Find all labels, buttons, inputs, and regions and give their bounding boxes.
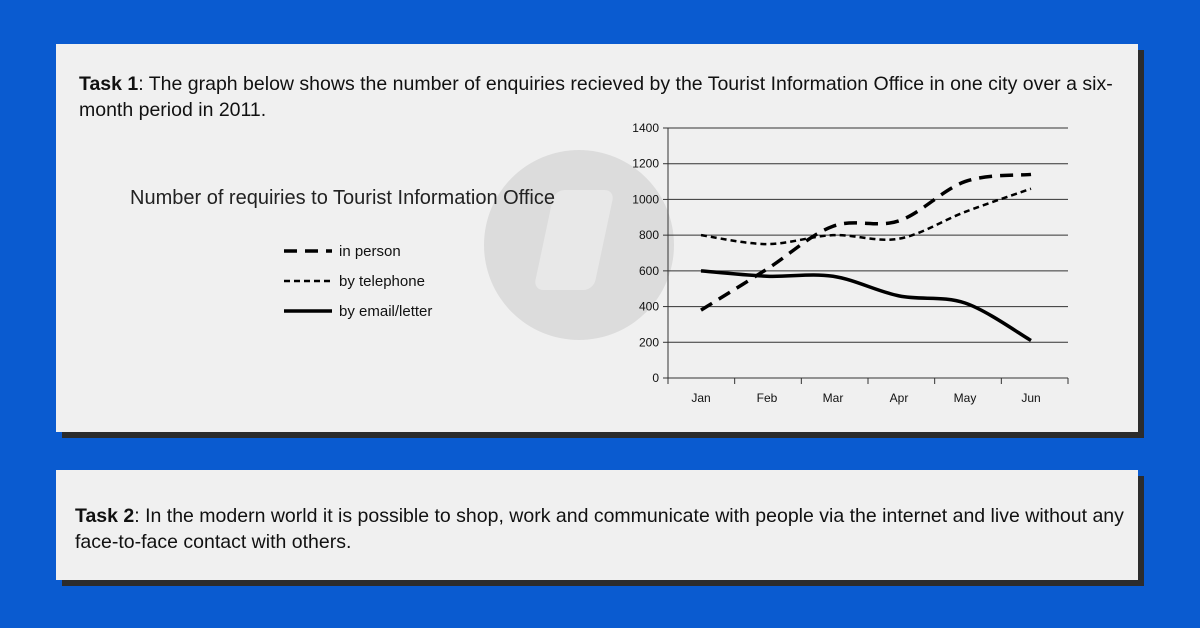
y-tick-label: 200 [639,335,659,349]
task2-card: Task 2: In the modern world it is possib… [56,470,1138,580]
task2-label: Task 2 [75,505,135,527]
task1-card: Task 1: The graph below shows the number… [56,44,1138,432]
chart-title: Number of requiries to Tourist Informati… [130,187,555,209]
x-tick-label: Apr [890,391,909,405]
series-line-by-email-letter [700,269,1032,343]
task2-prompt: Task 2: In the modern world it is possib… [75,503,1125,555]
x-tick-label: May [954,391,977,405]
x-tick-label: Feb [757,391,778,405]
y-tick-label: 1200 [632,157,659,171]
y-tick-label: 0 [652,371,659,385]
watermark-logo [484,150,674,340]
task1-text: : The graph below shows the number of en… [79,73,1113,121]
x-tick-label: Jan [691,391,710,405]
y-tick-label: 800 [639,228,659,242]
y-tick-label: 400 [639,300,659,314]
series-line-by-telephone [700,187,1032,246]
x-tick-label: Mar [823,391,844,405]
x-tick-label: Jun [1021,391,1040,405]
task2-text: : In the modern world it is possible to … [75,505,1124,553]
y-tick-label: 1000 [632,192,659,206]
legend-label: by telephone [339,273,425,290]
legend-label: by email/letter [339,303,432,320]
y-tick-label: 600 [639,264,659,278]
legend-label: in person [339,243,401,260]
task1-label: Task 1 [79,73,139,95]
line-chart: 0 200 400 600 800 1000 1200 1400 Jan Feb Mar Apr May… [284,121,1069,405]
task1-prompt: Task 1: The graph below shows the number… [79,71,1119,123]
series-line-in-person [700,172,1032,312]
y-tick-label: 1400 [632,121,659,135]
